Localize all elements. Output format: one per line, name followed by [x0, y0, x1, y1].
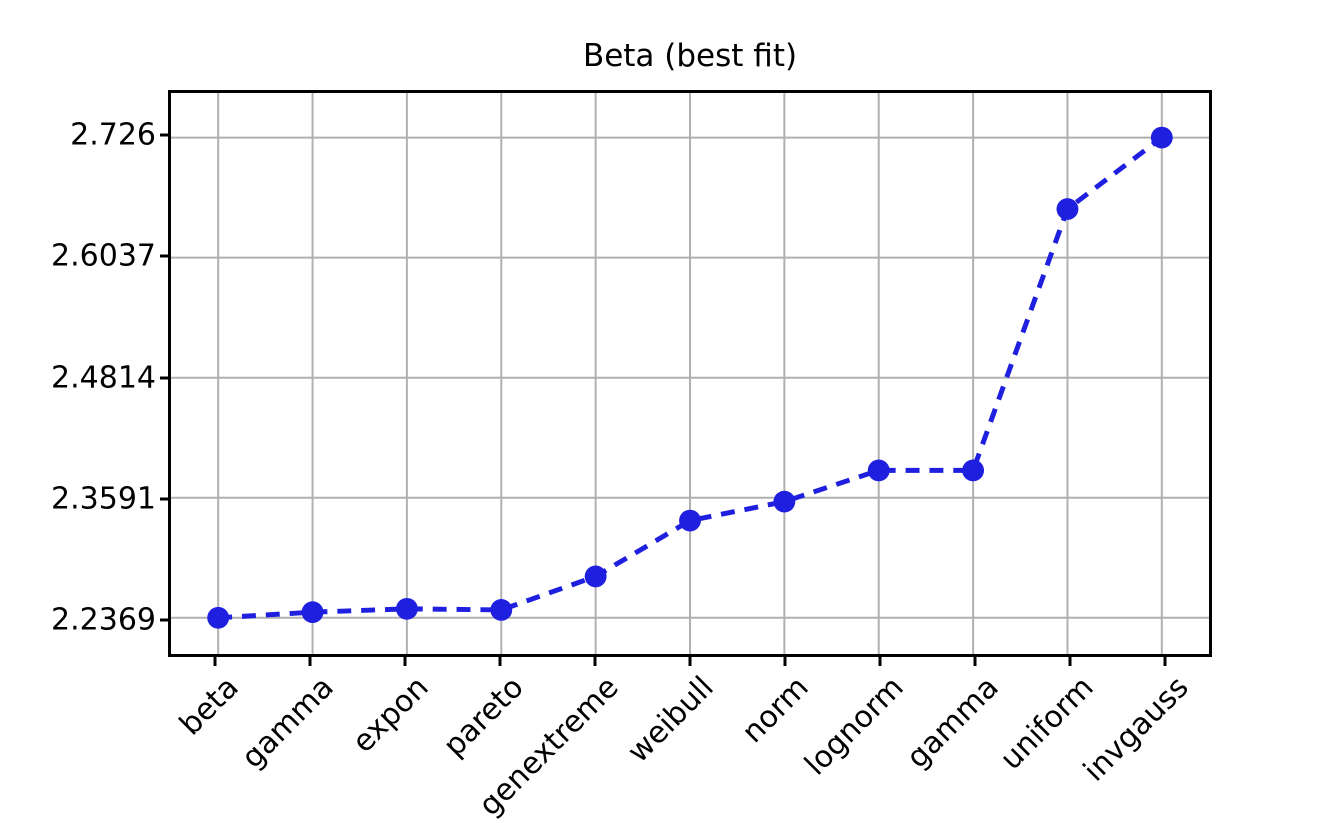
data-point-marker [962, 459, 985, 482]
gridlines-horizontal [171, 136, 1209, 619]
data-point-marker [207, 606, 230, 629]
y-axis-tick-mark [160, 618, 169, 622]
x-axis-tick-mark [688, 657, 692, 666]
y-axis-tick-label: 2.4814 [51, 360, 156, 396]
data-point-marker [490, 599, 513, 621]
y-axis-tick-label: 2.6037 [51, 238, 156, 274]
x-axis-tick-label: lognorm [797, 669, 911, 783]
data-point-marker [584, 565, 607, 588]
plot-canvas [171, 93, 1209, 654]
data-point-marker [301, 601, 324, 624]
y-axis-tick-label: 2.2369 [51, 602, 156, 638]
x-axis-tick-mark [878, 657, 882, 666]
data-point-marker [1056, 198, 1079, 220]
gridlines-vertical [217, 93, 1163, 654]
y-axis-tick-label: 2.3591 [51, 481, 156, 517]
x-axis-tick-label: norm [735, 669, 816, 751]
x-axis-tick-mark [1163, 657, 1167, 666]
x-axis-tick-mark [498, 657, 502, 666]
series-markers [207, 126, 1173, 629]
x-axis-tick-label: weibull [620, 669, 721, 770]
plot-area [168, 90, 1212, 657]
data-point-marker [679, 509, 701, 532]
x-axis-tick-mark [213, 657, 217, 666]
x-axis-tick-label: gamma [899, 669, 1006, 776]
x-axis-tick-mark [403, 657, 407, 666]
y-axis-tick-label: 2.726 [70, 117, 156, 153]
data-point-marker [1150, 126, 1173, 149]
x-axis-tick-label: pareto [436, 669, 531, 764]
x-axis-tick-mark [783, 657, 787, 666]
x-axis-tick-mark [308, 657, 312, 666]
y-axis-tick-mark [160, 133, 169, 137]
x-axis-tick-label: expon [346, 669, 436, 760]
x-axis-tick-mark [973, 657, 977, 666]
x-axis-tick-label: gamma [235, 669, 341, 776]
y-axis-tick-mark [160, 254, 169, 258]
data-point-marker [773, 490, 796, 513]
x-axis-tick-mark [1068, 657, 1072, 666]
chart-title: Beta (best fit) [582, 38, 798, 74]
x-axis-tick-mark [593, 657, 597, 666]
y-axis-tick-mark [160, 497, 169, 501]
data-point-marker [395, 597, 418, 620]
data-point-marker [867, 459, 890, 482]
chart-figure: Beta (best fit) 2.726 2.6037 2.4814 2.3591 2… [51, 38, 1212, 823]
x-axis-tick-label: beta [173, 669, 247, 743]
y-axis-tick-mark [160, 376, 169, 380]
